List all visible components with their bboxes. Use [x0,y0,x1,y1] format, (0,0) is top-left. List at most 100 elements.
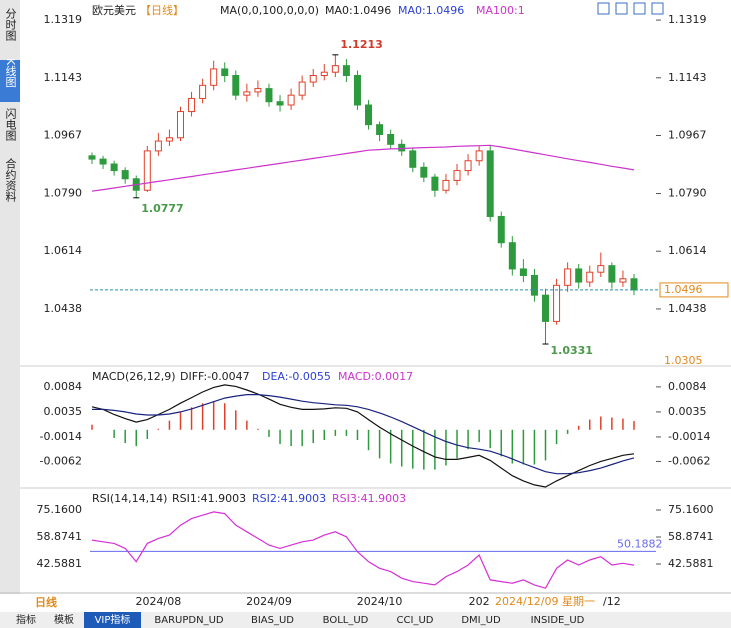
indicator-tab[interactable]: DMI_UD [461,615,501,626]
window-icons [597,2,664,15]
candle-body [254,88,262,93]
candle-body [121,170,129,180]
sidebar-tab[interactable]: 合约资料 [4,157,17,203]
diff-label: DIFF:-0.0047 [180,370,250,383]
y-tick-label: -0.0014 [668,430,710,443]
extreme-label: 1.1213 [340,38,382,51]
candle-body [398,143,406,152]
candle-body [210,68,218,86]
y-tick-label: 42.5881 [668,557,714,570]
x-tick-label: 2024/08 [136,595,182,608]
candle-body [464,160,472,172]
candle-body [188,97,196,113]
y-tick-label: 1.0438 [44,302,83,315]
symbol: 欧元美元 [92,4,136,17]
y-tick-label: 1.0614 [668,244,707,257]
macd-title: MACD(26,12,9) [92,370,176,383]
period-select[interactable]: 日线 [35,595,57,609]
candle-body [265,88,273,103]
candle-body [387,134,395,145]
candle-body [497,215,505,244]
candle-body [409,150,417,168]
y-tick-label: 0.0035 [44,405,83,418]
y-tick-label: 0.0084 [668,380,707,393]
extreme-label: 1.0777 [141,202,183,215]
candle-body [287,94,295,106]
y-tick-label: 1.0967 [668,128,707,141]
icon[interactable] [633,2,646,15]
sidebar-tab[interactable]: 闪电图 [4,107,17,142]
icon[interactable] [597,2,610,15]
candle-body [553,284,561,322]
y-tick-label: 58.8741 [37,530,83,543]
rsi2-label: RSI2:41.9003 [252,492,326,505]
y-tick-label: 1.1319 [668,13,707,26]
period: 【日线】 [140,3,184,17]
rsi1-label: RSI1:41.9003 [172,492,246,505]
candle-body [564,268,572,286]
candle-body [298,81,306,96]
candle-body [165,137,173,142]
ma0: MA0:1.0496 [325,4,391,17]
candle-body [353,74,361,106]
indicator-tab[interactable]: BARUPDN_UD [154,615,223,626]
candle-body [110,163,118,172]
y-tick-label: 42.5881 [37,557,83,570]
dea-label: DEA:-0.0055 [262,370,331,383]
candle-body [143,150,151,191]
candle-body [99,158,107,165]
indicator-tab[interactable]: 指标 [16,613,36,626]
tab-bar [0,612,731,628]
candle-body [232,74,240,96]
sidebar-tab[interactable]: 分时图 [4,8,17,42]
icon[interactable] [615,2,628,15]
candle-body [608,265,616,283]
tab-active [84,612,141,628]
candle-body [530,274,538,296]
x-tick-label: 202 [469,595,490,608]
y-tick-label: 1.1143 [668,71,707,84]
x-tick-label: 2024/10 [357,595,403,608]
candle-body [221,68,229,76]
indicator-tab[interactable]: 模板 [54,613,74,626]
rsi-title: RSI(14,14,14) [92,492,167,505]
indicator-tab[interactable]: VIP指标 [95,613,131,626]
candle-body [320,71,328,76]
candle-body [309,74,317,83]
candle-body [486,150,494,217]
candle-body [420,166,428,178]
y-tick-label: 75.1600 [37,503,83,516]
candle-body [276,101,284,106]
candle-body [331,65,339,73]
candle-body [475,150,483,162]
y-tick-label: 1.1319 [44,13,83,26]
rsi3-label: RSI3:41.9003 [332,492,406,505]
indicator-tab[interactable]: CCI_UD [397,615,434,626]
candle-body [431,176,439,191]
indicator-tab[interactable]: BIAS_UD [251,615,294,626]
candle-body [453,170,461,181]
sidebar-tab[interactable]: K线图 [4,58,17,88]
y-tick-label: -0.0062 [40,454,82,467]
macd-line [92,394,635,475]
y-tick-label: 75.1600 [668,503,714,516]
candle-body [586,271,594,283]
sidebar [0,0,20,594]
candle-body [630,278,638,291]
icon[interactable] [651,2,664,15]
y-tick-label: 1.1143 [44,71,83,84]
y-tick-label: 0.0084 [44,380,83,393]
candle-body [176,111,184,139]
y-tick-label: 1.0790 [668,187,707,200]
y-tick-label: 58.8741 [668,530,714,543]
macd-label: MACD:0.0017 [338,370,413,383]
ma-label: MA(0,0,100,0,0,0) [220,4,319,17]
indicator-tab[interactable]: BOLL_UD [323,615,369,626]
candle-body [154,140,162,152]
indicator-tab[interactable]: INSIDE_UD [531,615,585,626]
macd-line [91,384,635,488]
y-tick-label: 1.0614 [44,244,83,257]
ma0: MA0:1.0496 [398,4,464,17]
rsi-line [91,511,635,589]
x-tick-label: 2024/09 [246,595,292,608]
